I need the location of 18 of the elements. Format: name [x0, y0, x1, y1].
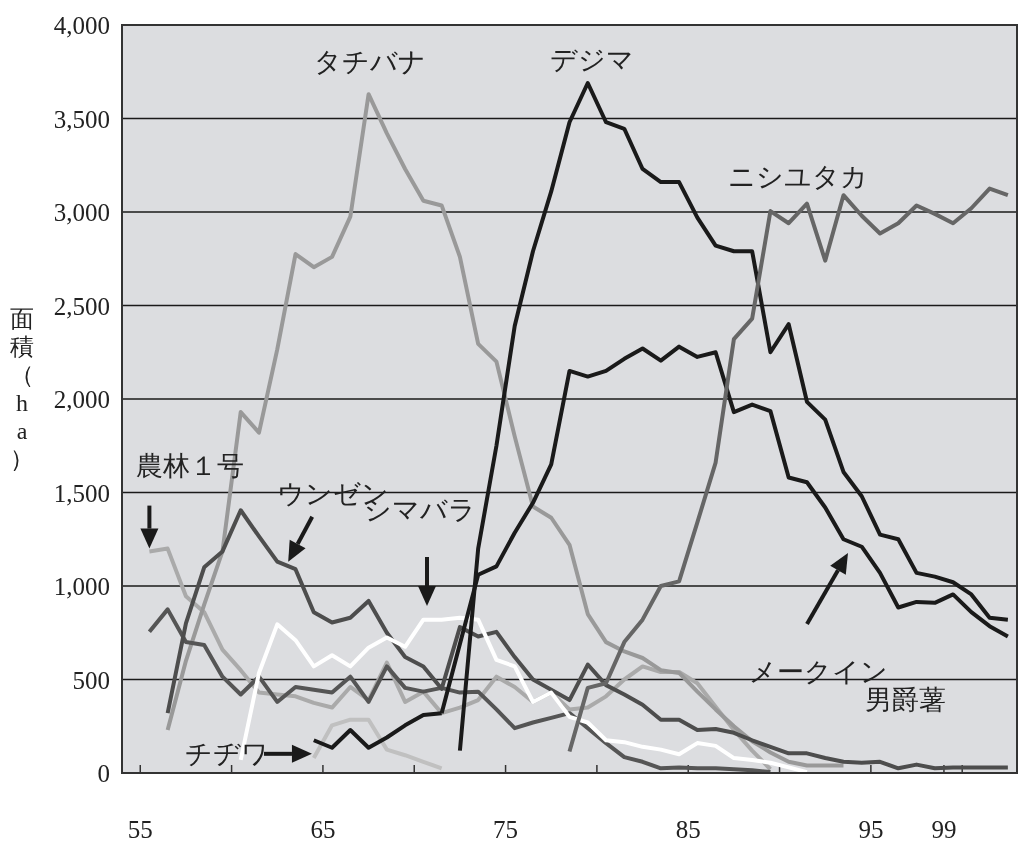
x-tick-label: 95 — [858, 816, 884, 843]
y-tick-label: 3,500 — [53, 105, 110, 133]
annotation: チヂワ — [184, 738, 269, 769]
y-tick-label: 1,000 — [53, 573, 110, 600]
y-tick-label: 2,000 — [53, 386, 110, 413]
x-tick-label: 99 — [931, 816, 957, 843]
y-tick-label: 1,500 — [53, 479, 110, 507]
y-tick-label: 0 — [97, 760, 110, 787]
y-axis-title: 面積（ha） — [10, 306, 34, 472]
x-tick-label: 65 — [310, 816, 336, 843]
y-tick-label: 4,000 — [53, 12, 110, 39]
y-tick-label: 3,000 — [53, 199, 110, 226]
annotation: 農林１号 — [136, 450, 245, 481]
y-tick-label: 2,500 — [53, 292, 110, 320]
y-tick-label: 500 — [72, 666, 110, 694]
x-tick-label: 55 — [127, 816, 153, 843]
x-tick-label: 75 — [493, 816, 519, 843]
x-tick-label: 85 — [675, 816, 701, 843]
